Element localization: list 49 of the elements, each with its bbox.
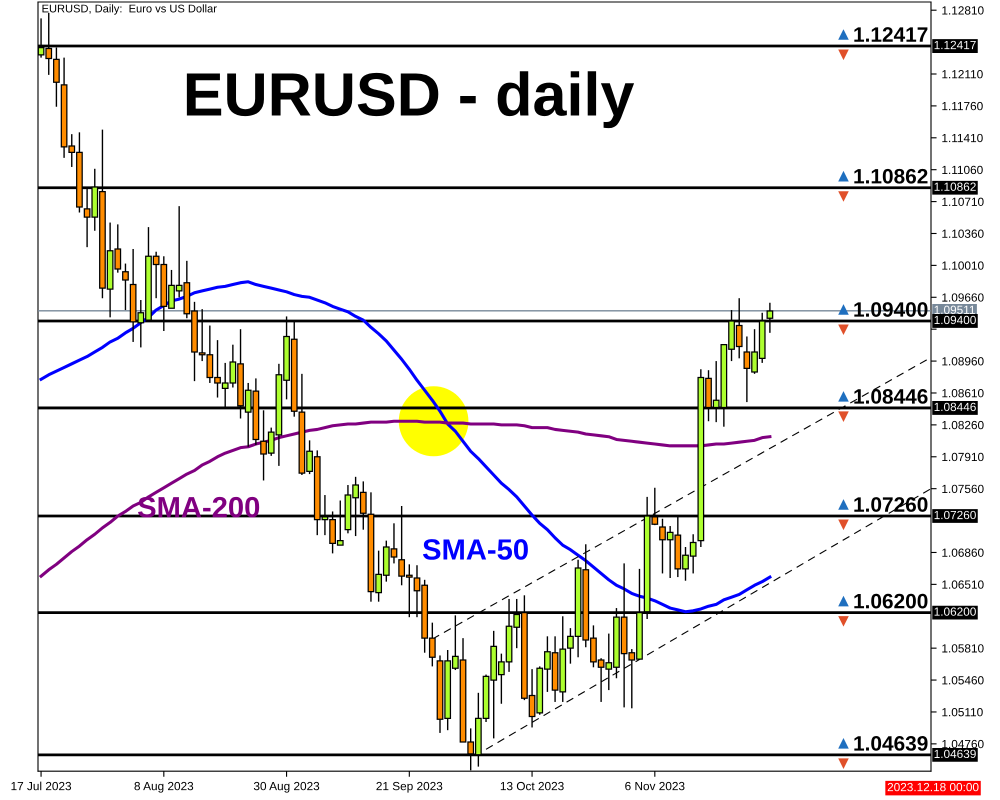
y-tick-label: 1.09660	[942, 293, 984, 302]
text: 1.04639	[854, 736, 928, 751]
y-tick-label: 1.12110	[942, 70, 983, 78]
x-tick-label: 17 Jul 2023	[11, 782, 72, 790]
y-tick-label: 1.07560	[942, 484, 984, 494]
y-tick-label: 1.04760	[942, 740, 984, 748]
x-tick-label: 6 Nov 2023	[625, 782, 684, 790]
y-tick-label: 1.08610	[942, 389, 984, 398]
ref-line-label: 1.04639	[934, 750, 976, 758]
ref-line-label: 1.06200	[934, 607, 976, 616]
y-tick-label: 1.05810	[942, 644, 984, 653]
y-tick-label: 1.06510	[942, 580, 984, 589]
text: 1.09400	[854, 302, 928, 317]
text: 1.12417	[854, 27, 928, 42]
ref-line-label: 1.07260	[934, 510, 976, 520]
x-tick-label: 8 Aug 2023	[134, 782, 194, 793]
y-tick-label: 1.05460	[942, 676, 984, 684]
y-tick-label: 1.08260	[942, 420, 984, 430]
candlestick	[122, 262, 129, 311]
text: 2023.12.18 00:00	[888, 782, 979, 792]
text: 1.08446	[854, 389, 928, 404]
series-label: SMA-200	[138, 496, 260, 518]
text: EURUSD - daily	[186, 71, 634, 128]
y-tick-label: 1.11760	[942, 102, 983, 110]
y-tick-label: 1.10010	[942, 261, 984, 270]
chart-subtitle: EURUSD, Daily: Euro vs US Dollar	[42, 4, 217, 15]
y-tick-label: 1.07910	[942, 452, 984, 462]
ref-line-label: 1.09511	[934, 306, 975, 314]
y-tick-label: 1.06860	[942, 548, 984, 557]
y-tick-label: 1.11060	[942, 166, 983, 174]
x-tick-label: 21 Sep 2023	[376, 782, 442, 793]
x-tick-label: 13 Oct 2023	[500, 782, 564, 790]
ref-line-label: 1.09400	[934, 316, 976, 324]
line-series	[40, 420, 772, 578]
x-tick-label: 30 Aug 2023	[254, 782, 320, 793]
y-tick-label: 1.10360	[942, 230, 984, 238]
series-label: SMA-50	[422, 539, 528, 560]
ref-line-label: 1.08446	[934, 402, 976, 412]
y-tick-label: 1.11410	[942, 134, 983, 142]
y-tick-label: 1.10710	[942, 198, 984, 206]
y-tick-label: 1.05110	[942, 708, 983, 716]
y-tick-label: 1.12810	[942, 6, 984, 15]
ref-line-label: 1.10862	[934, 182, 976, 191]
text: 1.07260	[854, 497, 928, 512]
text: 1.10862	[854, 168, 928, 184]
ref-line-label: 1.12417	[934, 40, 976, 50]
y-tick-label: 1.08960	[942, 357, 984, 366]
line-series	[40, 280, 772, 614]
text: 1.06200	[854, 594, 928, 609]
